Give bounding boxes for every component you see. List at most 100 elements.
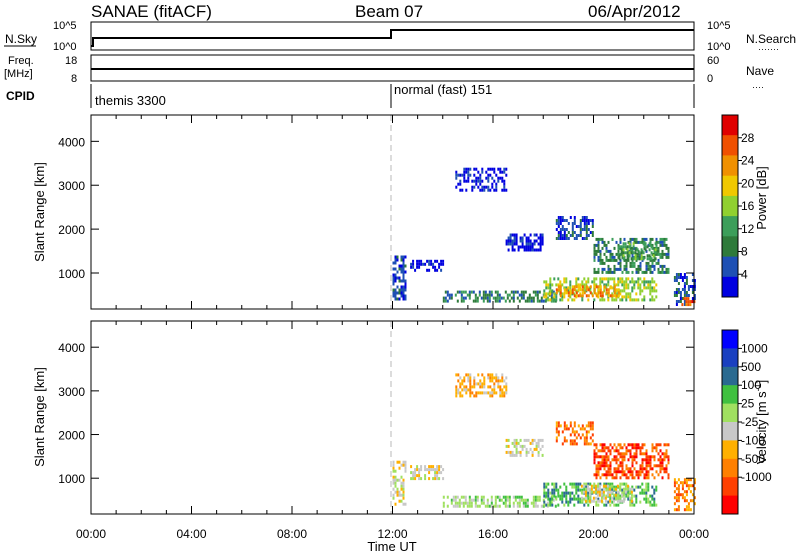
power-cell	[689, 300, 692, 304]
power-cell	[400, 279, 403, 283]
velocity-cell	[490, 501, 493, 505]
power-cell	[624, 251, 627, 255]
velocity-cell	[410, 465, 413, 469]
power-cell	[573, 292, 576, 296]
velocity-cell	[398, 460, 401, 464]
velocity-cell	[527, 450, 530, 454]
power-cell	[565, 237, 568, 240]
velocity-cell	[494, 498, 497, 502]
velocity-cell	[545, 503, 548, 507]
power-cell	[651, 277, 654, 281]
power-cell	[400, 291, 403, 295]
velocity-cell	[402, 493, 405, 497]
power-cell	[532, 296, 535, 300]
velocity-cell	[442, 468, 445, 472]
velocity-cell	[655, 449, 658, 453]
power-cell	[629, 298, 632, 302]
power-cell	[541, 242, 544, 246]
power-cell	[565, 234, 568, 237]
power-cell	[468, 296, 471, 300]
velocity-cell	[480, 501, 483, 505]
power-cell	[486, 293, 489, 297]
power-cell	[617, 291, 620, 295]
velocity-cell	[597, 455, 600, 459]
velocity-cell	[392, 487, 395, 491]
power-cell	[651, 289, 654, 293]
power-cell	[557, 231, 560, 234]
power-cell	[569, 280, 572, 284]
power-cell	[644, 242, 647, 246]
power-cell	[559, 298, 562, 302]
freq-panel: Freq. [MHz] 18 8 60 0 Nave ····	[4, 54, 774, 92]
power-cell	[547, 298, 550, 302]
velocity-cell	[420, 468, 423, 472]
velocity-cell	[585, 430, 588, 434]
velocity-cell	[529, 447, 532, 451]
velocity-cell	[607, 455, 610, 459]
velocity-cell	[565, 427, 568, 431]
velocity-cell	[392, 493, 395, 497]
velocity-cell	[626, 487, 629, 491]
power-cell	[467, 167, 470, 171]
power-cell	[474, 293, 477, 297]
power-cell	[494, 299, 497, 303]
power-cell	[659, 270, 662, 274]
velocity-cell	[551, 494, 554, 498]
power-cell	[513, 233, 516, 237]
velocity-cell	[396, 487, 399, 491]
power-cell	[613, 255, 616, 259]
power-cell	[510, 296, 513, 300]
velocity-cell	[659, 455, 662, 459]
power-cell	[533, 242, 536, 246]
power-cell	[516, 290, 519, 294]
velocity-cell	[593, 449, 596, 453]
power-cell	[609, 270, 612, 274]
power-cell	[629, 261, 632, 265]
power-cell	[657, 246, 660, 250]
velocity-cell	[457, 379, 460, 383]
power-cell	[504, 299, 507, 303]
power-cell	[485, 185, 488, 189]
power-cell	[615, 267, 618, 271]
velocity-cell	[454, 495, 457, 499]
power-cell	[505, 188, 508, 192]
velocity-cell	[506, 495, 509, 499]
velocity-cell	[613, 458, 616, 462]
time-axis-label: Time UT	[367, 539, 416, 554]
velocity-cell	[605, 455, 608, 459]
velocity-cell	[582, 490, 585, 494]
velocity-cell	[473, 379, 476, 383]
power-cell	[650, 251, 653, 255]
power-cell	[645, 249, 648, 253]
power-cell	[641, 240, 644, 244]
time-tick-label: 08:00	[277, 527, 307, 541]
velocity-cell	[498, 504, 501, 508]
power-cell	[605, 246, 608, 250]
velocity-cell	[591, 433, 594, 437]
power-cell	[487, 185, 490, 189]
power-cell	[549, 286, 552, 290]
power-cell	[665, 252, 668, 256]
velocity-cell	[525, 438, 528, 442]
velocity-cell	[683, 496, 686, 500]
velocity-cell	[602, 496, 605, 500]
power-cell	[497, 176, 500, 180]
velocity-cell	[645, 464, 648, 468]
velocity-cell	[504, 495, 507, 499]
power-cell	[543, 295, 546, 299]
velocity-cell	[567, 491, 570, 495]
power-cell	[396, 285, 399, 289]
velocity-cell	[629, 455, 632, 459]
power-cell	[623, 237, 626, 241]
velocity-cell	[518, 495, 521, 499]
power-cell	[597, 249, 600, 253]
velocity-cell	[649, 503, 652, 507]
power-ytick-label: 3000	[58, 179, 85, 193]
power-cell	[605, 288, 608, 292]
power-cell	[509, 242, 512, 246]
velocity-cell	[414, 468, 417, 472]
power-cell	[485, 176, 488, 180]
power-cell	[585, 294, 588, 298]
power-cell	[392, 282, 395, 286]
power-cell	[649, 264, 652, 268]
